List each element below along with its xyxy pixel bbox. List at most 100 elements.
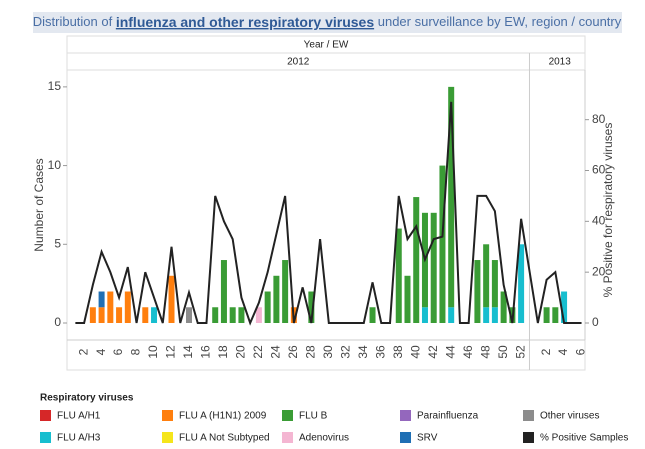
chart-title: Distribution of influenza and other resp… [33,14,622,30]
x-tick-label: 26 [286,345,300,359]
bar-segment [561,291,568,323]
bar-segment [404,275,411,323]
bar-segment [308,291,315,323]
legend-label: FLU A Not Subtyped [179,433,270,444]
y2-tick-label: 60 [592,163,606,177]
x-tick-label: 10 [146,345,160,359]
legend-label: % Positive Samples [540,433,628,444]
bar-segment [430,212,437,323]
x-tick-label: 4 [94,348,108,355]
legend-swatch [523,410,534,421]
bar-segment [264,291,271,323]
legend-label: Other viruses [540,411,599,422]
x-tick-label: 32 [338,345,352,359]
x-tick-label: 18 [216,345,230,359]
legend-label: FLU A (H1N1) 2009 [179,411,267,422]
x-tick-label: 16 [199,345,213,359]
x-tick-label: 40 [408,345,422,359]
y2-tick-label: 40 [592,214,606,228]
x-tick-label: 28 [304,345,318,359]
bar-segment [151,307,158,323]
bar-segment [282,260,289,323]
legend-title: Respiratory viruses [40,393,134,404]
legend-swatch [523,432,534,443]
percent-line [75,101,582,326]
bar-segment [483,307,490,323]
x-tick-label: 30 [321,345,335,359]
bar-segment [116,307,123,323]
bar-segment [491,307,498,323]
year-label: 2012 [287,57,310,68]
bar-segment [421,307,428,323]
legend-label: FLU B [299,411,328,422]
x-tick-label: 36 [373,345,387,359]
legend-swatch [282,432,293,443]
x-tick-label: 42 [426,345,440,359]
title-prefix: Distribution of [33,14,116,29]
y2-tick-label: 0 [592,315,599,329]
legend-label: Parainfluenza [417,411,479,422]
bar-segment [273,275,280,323]
x-tick-label: 50 [496,345,510,359]
x-tick-label: 12 [164,345,178,359]
title-emphasis[interactable]: influenza and other respiratory viruses [116,14,375,30]
bar-segment [229,307,236,323]
x-tick-label: 2 [539,348,553,355]
bar-segment [439,165,446,323]
x-tick-label: 2 [76,348,90,355]
y-tick-label: 10 [48,158,62,172]
bar-segment [483,244,490,308]
legend-swatch [40,432,51,443]
bar-segment [369,307,376,323]
x-tick-label: 34 [356,345,370,359]
y-tick-label: 0 [54,315,61,329]
x-tick-label: 8 [129,348,143,355]
x-tick-label: 48 [478,345,492,359]
bar-segment [448,307,455,323]
x-tick-label: 46 [461,345,475,359]
x-tick-label: 52 [513,345,527,359]
bar-segment [543,307,550,323]
bar-segment [142,307,149,323]
bar-segment [98,307,105,323]
x-tick-label: 38 [391,345,405,359]
bar-segment [238,307,245,323]
x-tick-label: 6 [111,348,125,355]
legend-swatch [400,432,411,443]
title-suffix: under surveillance by EW, region / count… [374,14,622,29]
x-header: Year / EW [304,40,349,51]
x-tick-label: 4 [556,348,570,355]
legend-swatch [40,410,51,421]
y2-tick-label: 20 [592,264,606,278]
bar-segment [107,291,114,323]
bar-segment [124,291,131,323]
y2-tick-label: 80 [592,112,606,126]
x-tick-label: 44 [443,345,457,359]
legend-label: FLU A/H1 [57,411,101,422]
bar-segment [413,197,420,323]
x-tick-label: 24 [269,345,283,359]
legend-label: Adenovirus [299,433,349,444]
x-tick-label: 6 [574,348,588,355]
y-tick-label: 5 [54,236,61,250]
bar-segment [518,244,525,323]
bar-segment [185,307,192,323]
y2-axis-title: % Positive for respiratory viruses [601,123,615,298]
legend-label: FLU A/H3 [57,433,101,444]
bar-segment [395,228,402,323]
x-tick-label: 22 [251,345,265,359]
legend-swatch [400,410,411,421]
bar-segment [500,291,507,323]
legend-swatch [162,432,173,443]
plot-frame [66,69,586,371]
title-bar [33,12,622,33]
y-tick-label: 15 [48,79,62,93]
y-axis-title: Number of Cases [32,158,46,251]
year-label: 2013 [549,57,572,68]
x-tick-label: 20 [234,345,248,359]
bar-segment [491,260,498,308]
bar-segment [552,307,559,323]
legend-label: SRV [417,433,438,444]
x-tick-label: 14 [181,345,195,359]
